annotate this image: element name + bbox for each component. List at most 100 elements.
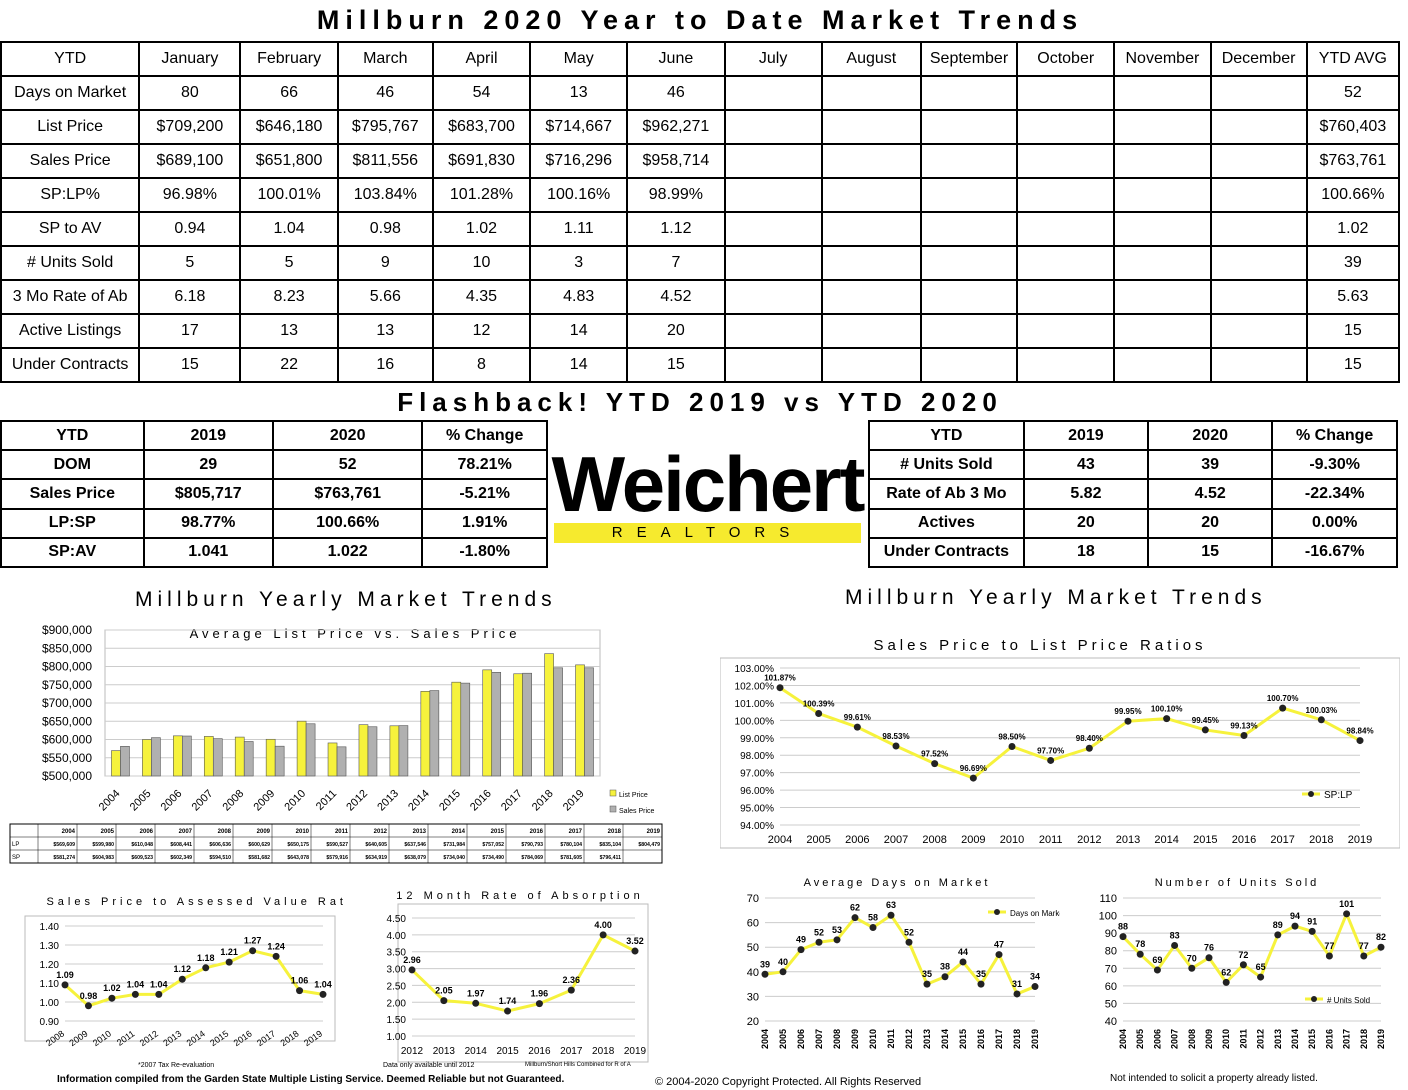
table-row: Rate of Ab 3 Mo 5.82 4.52 -22.34% bbox=[868, 478, 1398, 510]
y-tick-label: 50 bbox=[747, 942, 759, 954]
data-label: 39 bbox=[760, 959, 770, 969]
data-label: 89 bbox=[1273, 920, 1283, 930]
data-label: 1.04 bbox=[314, 979, 332, 989]
x-tick-label: 2014 bbox=[185, 1028, 207, 1048]
table-row: SP:AV 1.041 1.022 -1.80% bbox=[0, 536, 548, 569]
table-cell: 4.52 bbox=[1147, 478, 1274, 510]
x-tick-label: 2005 bbox=[806, 834, 830, 846]
table-value: $734,490 bbox=[482, 855, 504, 861]
chart-title: Average Days on Market bbox=[804, 877, 991, 889]
table-cell: 8.23 bbox=[239, 279, 339, 315]
chart-title: Sales Price to Assessed Value Ratio bbox=[46, 896, 345, 908]
y-tick-label: 2.50 bbox=[387, 981, 407, 992]
y-tick-label: 1.20 bbox=[40, 960, 60, 971]
table-cell bbox=[820, 347, 922, 383]
y-tick-label: 4.50 bbox=[387, 914, 407, 925]
table-cell: 9 bbox=[336, 245, 434, 281]
table-cell: Actives bbox=[868, 507, 1025, 539]
data-point bbox=[815, 710, 823, 718]
table-row: SP to AV 0.94 1.04 0.98 1.02 1.11 1.12 1.02 bbox=[0, 211, 1401, 247]
table-cell bbox=[820, 245, 922, 281]
table-cell: 5.63 bbox=[1305, 279, 1401, 315]
table-row: SP:LP% 96.98% 100.01% 103.84% 101.28% 100.16%… bbox=[0, 177, 1401, 213]
header-cell: January bbox=[138, 41, 242, 77]
table-cell: SP to AV bbox=[0, 211, 141, 247]
y-tick-label: 1.30 bbox=[40, 941, 60, 952]
table-value: $606,636 bbox=[209, 842, 231, 848]
data-label: 72 bbox=[1238, 950, 1248, 960]
bar-sales bbox=[398, 725, 409, 777]
data-point bbox=[472, 999, 480, 1007]
x-tick-label: 2006 bbox=[1152, 1029, 1162, 1049]
table-cell: Sales Price bbox=[0, 143, 141, 179]
table-cell: 5.82 bbox=[1022, 478, 1150, 510]
data-label: 63 bbox=[886, 900, 896, 910]
data-point bbox=[1136, 950, 1144, 958]
x-tick-label: 2005 bbox=[778, 1029, 788, 1049]
table-year: 2011 bbox=[335, 829, 349, 835]
table-cell: 1.11 bbox=[529, 211, 629, 247]
data-point bbox=[249, 947, 257, 955]
series-line bbox=[1121, 912, 1382, 984]
data-point bbox=[1317, 716, 1325, 724]
data-table bbox=[9, 823, 663, 864]
table-value: $569,609 bbox=[53, 842, 75, 848]
data-label: 1.18 bbox=[197, 953, 215, 963]
table-cell: $795,767 bbox=[336, 109, 434, 145]
bar-sales bbox=[553, 667, 563, 777]
table-cell: 100.66% bbox=[272, 507, 424, 539]
table-value: $734,040 bbox=[443, 855, 465, 861]
table-cell: 39 bbox=[1305, 245, 1401, 281]
header-cell: July bbox=[723, 41, 823, 77]
data-label: 3.52 bbox=[626, 936, 644, 946]
y-tick-label: 50 bbox=[1105, 998, 1117, 1010]
y-tick-label: 80 bbox=[1105, 946, 1117, 958]
header-cell: September bbox=[919, 41, 1019, 77]
series-line bbox=[779, 686, 1361, 780]
data-label: 99.13% bbox=[1230, 722, 1257, 731]
y-tick-label: 40 bbox=[1105, 1016, 1117, 1028]
table-cell bbox=[1113, 143, 1212, 179]
data-label: 98.50% bbox=[998, 733, 1025, 742]
data-label: 1.97 bbox=[467, 988, 485, 998]
data-label: 97.52% bbox=[921, 750, 948, 759]
x-tick-label: 2006 bbox=[796, 1029, 806, 1049]
bar-list bbox=[451, 681, 462, 777]
header-cell: % Change bbox=[1271, 419, 1398, 452]
table-cell: Under Contracts bbox=[868, 536, 1025, 569]
data-label: 40 bbox=[778, 957, 788, 967]
series-line bbox=[64, 949, 324, 1008]
table-row-label: SP bbox=[12, 855, 20, 861]
table-value: $604,983 bbox=[92, 855, 114, 861]
data-point bbox=[1171, 941, 1179, 949]
table-value: $796,411 bbox=[600, 855, 621, 861]
data-point bbox=[84, 1002, 92, 1010]
list-vs-sales-chart: Average List Price vs. Sales Price $500,0… bbox=[9, 623, 663, 864]
table-value: $637,546 bbox=[404, 842, 426, 848]
y-tick-label: 1.00 bbox=[387, 1032, 407, 1043]
table-cell: 96.98% bbox=[138, 177, 242, 213]
x-tick-label: 2016 bbox=[1324, 1029, 1334, 1049]
header-cell: 2020 bbox=[1147, 419, 1274, 452]
y-tick-label: $900,000 bbox=[42, 623, 92, 637]
series-line bbox=[410, 933, 636, 1013]
bar-sales bbox=[460, 682, 471, 777]
data-label: 1.04 bbox=[127, 979, 145, 989]
bar-list bbox=[358, 724, 369, 777]
table-cell: 5 bbox=[239, 245, 339, 281]
chart-frame bbox=[24, 915, 336, 1042]
bar-sales bbox=[243, 741, 254, 777]
table-header-row: YTD 2019 2020% Change bbox=[868, 419, 1398, 452]
data-point bbox=[1188, 964, 1196, 972]
table-cell: 15 bbox=[1305, 347, 1401, 383]
x-tick-label: 2004 bbox=[760, 1029, 770, 1049]
data-point bbox=[225, 958, 233, 966]
table-value: $594,510 bbox=[209, 855, 231, 861]
x-tick-label: 2015 bbox=[208, 1028, 230, 1048]
header-cell: YTD bbox=[868, 419, 1025, 452]
x-tick-label: 2009 bbox=[961, 834, 985, 846]
table-row-label: LP bbox=[12, 842, 19, 848]
data-point bbox=[1308, 927, 1316, 935]
table-value: $581,274 bbox=[53, 855, 75, 861]
x-tick-label: 2014 bbox=[1154, 834, 1178, 846]
